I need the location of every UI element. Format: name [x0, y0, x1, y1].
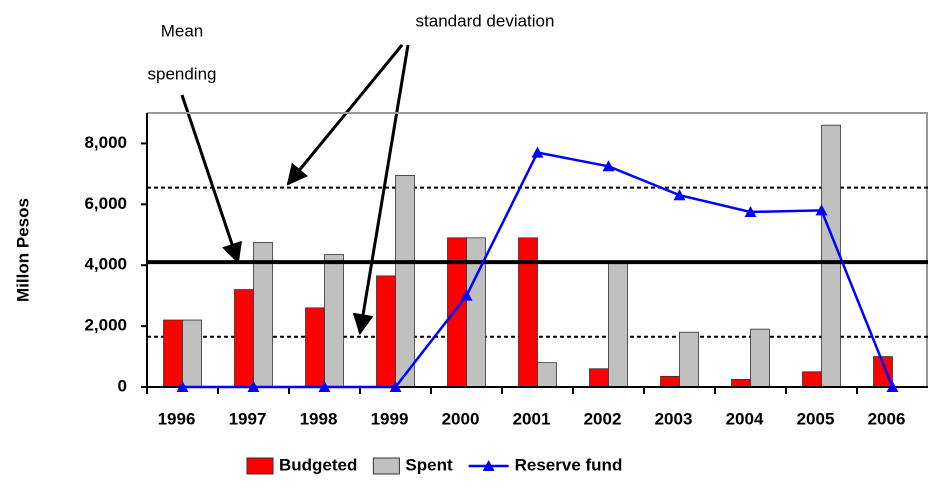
y-tick-label: 4,000: [84, 255, 127, 274]
x-tick-label: 1998: [300, 409, 338, 428]
legend-swatch: [246, 457, 274, 475]
line-marker: [673, 189, 686, 201]
arrow: [286, 44, 404, 186]
bar: [802, 371, 822, 388]
legend-label: Spent: [405, 455, 453, 474]
legend-label: Budgeted: [279, 455, 357, 474]
line-marker: [389, 381, 402, 392]
line-marker: [886, 381, 899, 392]
x-tick-label: 2001: [513, 409, 551, 428]
bar: [660, 375, 680, 388]
x-tick-label: 2000: [442, 409, 480, 428]
bar: [234, 289, 254, 388]
legend-swatch: [372, 457, 400, 475]
bar: [324, 254, 344, 388]
line-marker: [531, 146, 544, 158]
bar: [608, 261, 628, 388]
bar: [589, 368, 609, 388]
bar: [731, 378, 751, 388]
bar: [182, 319, 202, 388]
y-tick-label: 8,000: [84, 133, 127, 152]
legend: Budgeted Spent Reserve fund: [246, 455, 623, 475]
x-tick-label: 2002: [584, 409, 622, 428]
bar: [537, 362, 557, 388]
legend-swatch: [482, 460, 495, 471]
line-marker: [815, 204, 828, 216]
line-marker: [460, 289, 473, 301]
bar: [821, 124, 841, 388]
arrow: [352, 44, 410, 336]
bar: [305, 307, 325, 388]
x-tick-label: 1997: [229, 409, 267, 428]
x-tick-label: 2005: [797, 409, 835, 428]
x-tick-label: 1996: [158, 409, 196, 428]
x-tick-label: 2006: [868, 409, 906, 428]
mean-label: Mean: [161, 21, 204, 40]
bar: [376, 275, 396, 388]
y-tick-label: 2,000: [84, 316, 127, 335]
x-tick-label: 2003: [655, 409, 693, 428]
sd-label: standard deviation: [416, 11, 555, 30]
mean-label: spending: [147, 64, 216, 83]
line-marker: [176, 381, 189, 392]
y-tick-label: 0: [118, 376, 127, 395]
y-axis-label: Millon Pesos: [13, 198, 32, 302]
line-marker: [247, 381, 260, 392]
line-marker: [318, 381, 331, 392]
line-marker: [744, 205, 757, 217]
line-marker: [602, 160, 615, 172]
x-tick-label: 1999: [371, 409, 409, 428]
bar: [163, 319, 183, 388]
legend-label: Reserve fund: [515, 455, 623, 474]
bar: [395, 175, 415, 388]
bar: [750, 328, 770, 388]
y-tick-label: 6,000: [84, 194, 127, 213]
bar: [679, 331, 699, 388]
arrow: [180, 94, 242, 264]
x-tick-label: 2004: [726, 409, 764, 428]
